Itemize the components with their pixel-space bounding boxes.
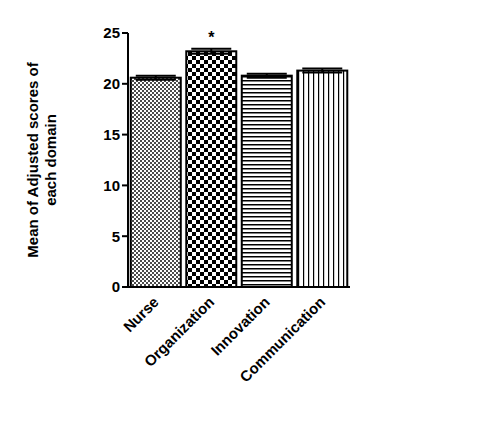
svg-text:20: 20 — [103, 75, 120, 92]
svg-text:*: * — [208, 29, 215, 46]
svg-text:Mean of Adjusted scores ofeach: Mean of Adjusted scores ofeach domain — [24, 61, 59, 257]
svg-text:15: 15 — [103, 126, 120, 143]
svg-text:Innovation: Innovation — [207, 293, 273, 359]
svg-text:5: 5 — [112, 228, 120, 245]
svg-text:Communication: Communication — [236, 293, 328, 385]
svg-text:0: 0 — [112, 278, 120, 295]
svg-text:Organization: Organization — [141, 293, 218, 370]
svg-text:10: 10 — [103, 177, 120, 194]
svg-text:Nurse: Nurse — [120, 293, 162, 335]
svg-text:25: 25 — [103, 24, 120, 41]
